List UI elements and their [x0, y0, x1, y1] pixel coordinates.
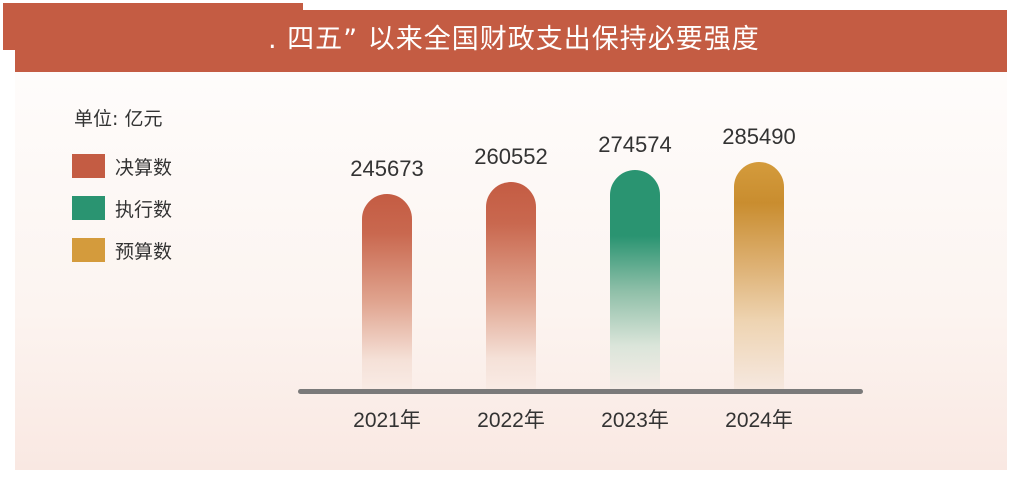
x-tick-2023: 2023年	[601, 409, 669, 432]
x-tick-2022: 2022年	[477, 409, 545, 432]
chart-title: . 四五” 以来全国财政支出保持必要强度	[268, 24, 760, 55]
x-tick-2021: 2021年	[353, 409, 421, 432]
x-tick-2024: 2024年	[725, 409, 793, 432]
legend-swatch-budget	[72, 238, 105, 262]
bar-value-2022: 260552	[474, 144, 548, 169]
bar-value-2023: 274574	[598, 132, 672, 157]
legend-swatch-execution	[72, 196, 105, 220]
bar-2022	[486, 182, 536, 390]
x-axis-line	[298, 389, 863, 394]
legend-item-execution: 执行数	[72, 196, 173, 221]
bar-2021	[362, 194, 412, 390]
bar-value-2024: 285490	[722, 124, 796, 149]
bar-value-2021: 245673	[350, 156, 424, 181]
unit-label: 单位: 亿元	[74, 108, 163, 130]
title-banner-overlay	[3, 3, 303, 50]
legend-item-final-accounts: 决算数	[72, 154, 173, 179]
legend-label: 决算数	[115, 156, 173, 179]
legend-swatch-final-accounts	[72, 154, 105, 178]
legend-label: 预算数	[115, 240, 173, 263]
bar-2024	[734, 162, 784, 390]
bar-2023	[610, 170, 660, 390]
legend-label: 执行数	[115, 198, 173, 221]
legend-item-budget: 预算数	[72, 238, 173, 263]
